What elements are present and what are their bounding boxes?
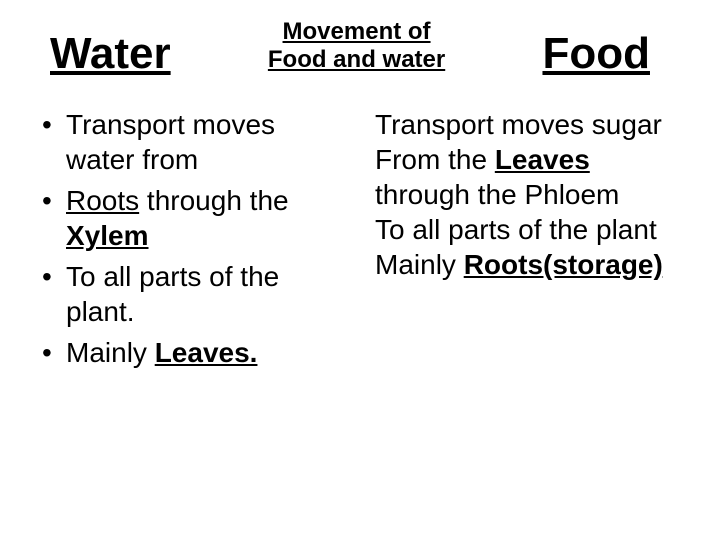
list-item: Mainly Leaves. <box>40 335 345 370</box>
bullet-text: To all parts of the plant. <box>66 261 279 327</box>
list-item: To all parts of the plant. <box>40 259 345 329</box>
body-text: through the Phloem <box>375 179 619 210</box>
food-line: To all parts of the plant <box>375 212 680 247</box>
body-text: Mainly <box>375 249 464 280</box>
body-text: From the <box>375 144 495 175</box>
heading-food: Food <box>542 29 650 79</box>
food-column: Transport moves sugar From the Leaves th… <box>365 107 680 376</box>
food-line: From the Leaves through the Phloem <box>375 142 680 212</box>
food-line: Transport moves sugar <box>375 107 680 142</box>
leaves-text: Leaves <box>495 144 590 175</box>
heading-movement-line1: Movement of <box>283 18 431 45</box>
xylem-text: Xylem <box>66 220 149 251</box>
header-row: Water Movement of Food and water Food <box>40 18 680 79</box>
bullet-text: Mainly <box>66 337 155 368</box>
heading-movement-line2: Food and water <box>268 46 445 73</box>
leaves-text: Leaves. <box>155 337 258 368</box>
slide: Water Movement of Food and water Food Tr… <box>0 0 720 540</box>
water-bullet-list: Transport moves water from Roots through… <box>40 107 345 370</box>
roots-text: Roots <box>66 185 139 216</box>
roots-storage-text: Roots(storage) <box>464 249 663 280</box>
bullet-text: Transport moves water from <box>66 109 275 175</box>
content-row: Transport moves water from Roots through… <box>40 107 680 376</box>
food-line: Mainly Roots(storage) <box>375 247 680 282</box>
bullet-text: through the <box>139 185 288 216</box>
heading-water: Water <box>50 29 171 79</box>
list-item: Transport moves water from <box>40 107 345 177</box>
heading-movement: Movement of Food and water <box>268 18 445 73</box>
list-item: Roots through the Xylem <box>40 183 345 253</box>
water-column: Transport moves water from Roots through… <box>40 107 345 376</box>
